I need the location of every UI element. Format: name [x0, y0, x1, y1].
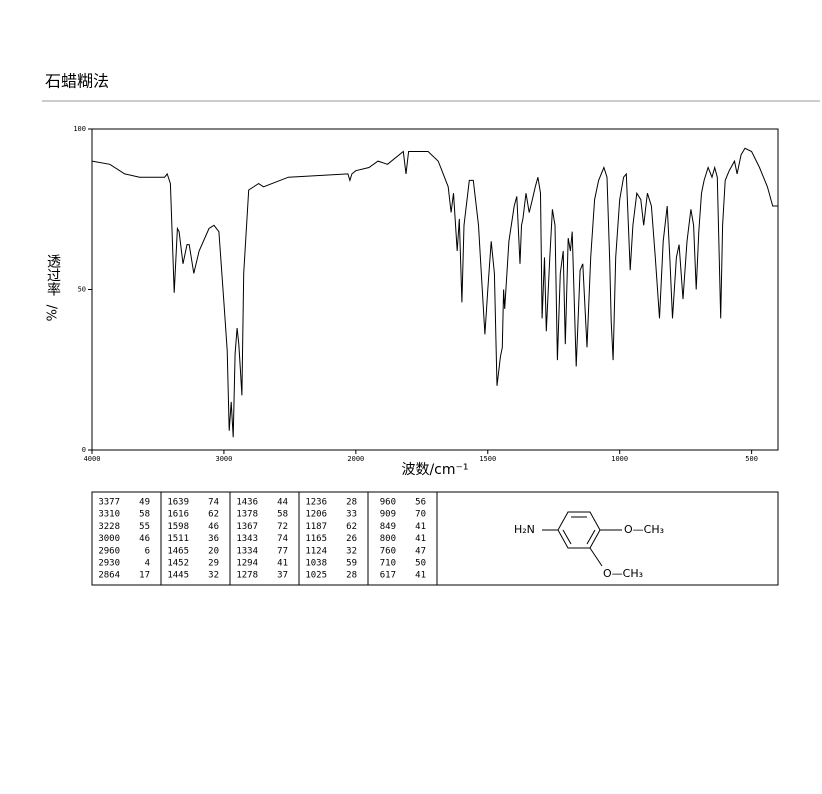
table-wavenumber: 3377: [98, 498, 120, 508]
table-transmittance: 50: [415, 559, 426, 569]
table-transmittance: 62: [346, 522, 357, 532]
table-transmittance: 6: [145, 546, 150, 556]
table-wavenumber: 800: [380, 534, 396, 544]
table-wavenumber: 1445: [167, 571, 189, 581]
table-transmittance: 70: [415, 510, 426, 520]
plot-frame: [91, 128, 779, 451]
table-transmittance: 41: [415, 571, 426, 581]
table-wavenumber: 2864: [98, 571, 120, 581]
table-transmittance: 46: [139, 534, 150, 544]
table-wavenumber: 1378: [236, 510, 258, 520]
table-wavenumber: 1639: [167, 498, 189, 508]
table-wavenumber: 849: [380, 522, 396, 532]
x-tick-label: 1000: [611, 455, 628, 463]
table-wavenumber: 1294: [236, 559, 258, 569]
x-tick-label: 3000: [215, 455, 232, 463]
table-wavenumber: 1025: [305, 571, 327, 581]
double-bond: [586, 529, 596, 545]
table-transmittance: 74: [277, 534, 288, 544]
table-wavenumber: 909: [380, 510, 396, 520]
table-wavenumber: 1124: [305, 546, 327, 556]
table-wavenumber: 1367: [236, 522, 258, 532]
table-transmittance: 77: [277, 546, 288, 556]
table-wavenumber: 960: [380, 498, 396, 508]
y-tick-label: 0: [82, 446, 86, 454]
x-tick-label: 1500: [479, 455, 496, 463]
table-frame: [91, 491, 779, 586]
spectrum-line: [91, 147, 778, 438]
table-wavenumber: 1165: [305, 534, 327, 544]
y-axis-label: 透过率: [45, 254, 61, 296]
bond: [589, 547, 603, 567]
x-axis-label: 波数/cm⁻¹: [401, 462, 468, 478]
table-transmittance: 26: [346, 534, 357, 544]
table-wavenumber: 1598: [167, 522, 189, 532]
table-transmittance: 32: [346, 546, 357, 556]
table-transmittance: 41: [277, 559, 288, 569]
x-tick-label: 2000: [347, 455, 364, 463]
table-transmittance: 62: [208, 510, 219, 520]
table-wavenumber: 2960: [98, 546, 120, 556]
table-wavenumber: 1187: [305, 522, 327, 532]
amine-label: H₂N: [514, 523, 535, 536]
table-wavenumber: 1343: [236, 534, 258, 544]
table-wavenumber: 617: [380, 571, 396, 581]
y-tick-label: 100: [73, 125, 86, 133]
table-wavenumber: 1236: [305, 498, 327, 508]
table-transmittance: 74: [208, 498, 219, 508]
y-tick-label: 50: [78, 286, 86, 294]
table-wavenumber: 3000: [98, 534, 120, 544]
table-transmittance: 58: [277, 510, 288, 520]
table-wavenumber: 710: [380, 559, 396, 569]
table-transmittance: 32: [208, 571, 219, 581]
table-wavenumber: 1511: [167, 534, 189, 544]
table-transmittance: 20: [208, 546, 219, 556]
structure: [542, 511, 622, 567]
table-transmittance: 55: [139, 522, 150, 532]
table-transmittance: 46: [208, 522, 219, 532]
table-wavenumber: 2930: [98, 559, 120, 569]
table-transmittance: 33: [346, 510, 357, 520]
table-transmittance: 59: [346, 559, 357, 569]
double-bond: [562, 529, 572, 545]
peak-table: [91, 491, 779, 586]
table-transmittance: 4: [145, 559, 150, 569]
table-wavenumber: 1206: [305, 510, 327, 520]
table-transmittance: 37: [277, 571, 288, 581]
table-wavenumber: 3310: [98, 510, 120, 520]
table-transmittance: 41: [415, 522, 426, 532]
table-wavenumber: 1278: [236, 571, 258, 581]
table-transmittance: 56: [415, 498, 426, 508]
table-transmittance: 41: [415, 534, 426, 544]
table-wavenumber: 1616: [167, 510, 189, 520]
y-axis-unit: %/: [46, 304, 61, 321]
table-transmittance: 28: [346, 498, 357, 508]
table-wavenumber: 3228: [98, 522, 120, 532]
table-transmittance: 72: [277, 522, 288, 532]
table-transmittance: 29: [208, 559, 219, 569]
table-transmittance: 28: [346, 571, 357, 581]
table-transmittance: 17: [139, 571, 150, 581]
page-title: 石蜡糊法: [45, 72, 109, 91]
table-wavenumber: 760: [380, 546, 396, 556]
methoxy-label: O—CH₃: [603, 567, 643, 580]
table-wavenumber: 1452: [167, 559, 189, 569]
table-wavenumber: 1465: [167, 546, 189, 556]
table-transmittance: 58: [139, 510, 150, 520]
table-transmittance: 49: [139, 498, 150, 508]
x-tick-label: 500: [745, 455, 758, 463]
table-wavenumber: 1436: [236, 498, 258, 508]
x-tick-label: 4000: [84, 455, 101, 463]
methoxy-label: O—CH₃: [624, 523, 664, 536]
table-transmittance: 36: [208, 534, 219, 544]
table-transmittance: 44: [277, 498, 288, 508]
table-wavenumber: 1038: [305, 559, 327, 569]
table-transmittance: 47: [415, 546, 426, 556]
table-wavenumber: 1334: [236, 546, 258, 556]
